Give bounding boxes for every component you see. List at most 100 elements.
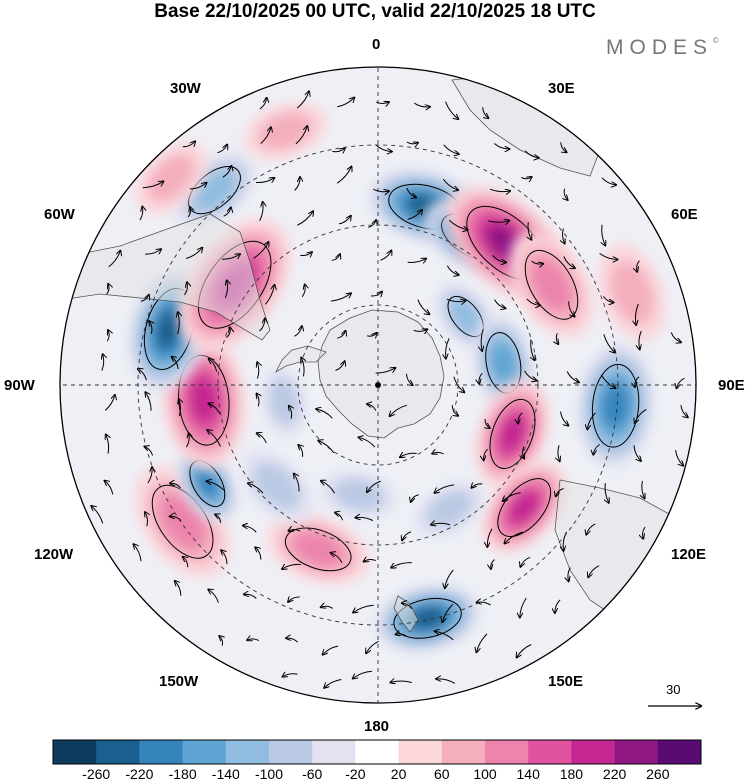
wind-vector-arrow [255, 178, 274, 183]
wind-vector-arrow [524, 370, 537, 381]
wind-vector-arrow [337, 98, 354, 108]
wind-vector-arrow [407, 259, 427, 263]
wind-vector-arrow [106, 284, 109, 295]
wind-vector-arrow [587, 412, 596, 429]
anomaly-contour-band [490, 342, 517, 383]
anomaly-contour-band [450, 299, 482, 334]
wind-vector-arrow [294, 326, 302, 337]
colorbar-tick-label: -140 [211, 766, 240, 782]
wind-vector-arrow [207, 430, 221, 447]
wind-vector-arrow [300, 252, 312, 255]
wind-vector-arrow [226, 328, 230, 338]
wind-vector-arrow [185, 248, 202, 259]
wind-vector-arrow [108, 251, 121, 268]
colorbar-cell [182, 740, 227, 764]
anomaly-contour-band [156, 310, 182, 348]
wind-vector-arrow [145, 249, 161, 255]
wind-vector-arrow [563, 531, 567, 551]
wind-vector-arrow [531, 339, 535, 361]
wind-vector-arrow [297, 211, 313, 226]
anomaly-field [128, 101, 666, 652]
wind-vector-arrow [321, 606, 334, 609]
colorbar-tick-label: -20 [345, 766, 366, 782]
anomaly-contour-band [189, 377, 219, 424]
wind-vector-arrow [600, 374, 615, 388]
wind-vector-arrow [523, 446, 525, 459]
colorbar-cell [571, 740, 615, 764]
wind-vector-arrow [568, 301, 575, 316]
south-america-outline [60, 213, 271, 341]
wind-vector-arrow [445, 569, 454, 588]
wind-vector-arrow [390, 404, 408, 416]
wind-vector-arrow [677, 377, 685, 388]
colorbar-cells [53, 740, 702, 764]
colorbar-cell [528, 740, 572, 764]
label-lon-90e: 90E [718, 377, 745, 394]
wind-vector-arrow [494, 299, 506, 309]
wind-vector-arrow [555, 599, 561, 613]
wind-vector-arrow [642, 480, 645, 498]
wind-vector-arrow [219, 636, 222, 646]
anomaly-region [240, 450, 313, 523]
wind-vector-arrow [528, 221, 531, 240]
wind-vector-arrow [142, 181, 164, 189]
wind-vector-arrow [179, 399, 181, 417]
wind-vector-arrow [406, 187, 416, 197]
logo-text: MODES [606, 36, 714, 59]
wind-vector-arrow [296, 91, 309, 109]
wind-vector-arrow [524, 150, 539, 158]
wind-vector-arrow [435, 631, 454, 641]
wind-vector-arrow [140, 295, 149, 302]
wind-vector-arrow [417, 299, 430, 315]
wind-vector-arrow [396, 634, 408, 637]
anomaly-contour-band [509, 491, 540, 525]
logo-mark: © [713, 36, 719, 45]
wind-vector-arrow [391, 681, 412, 683]
wind-vector-arrow [134, 544, 142, 562]
wind-vector-arrow [680, 405, 688, 417]
wind-vector-arrow [147, 467, 152, 484]
wind-vector-arrow [332, 148, 345, 151]
colorbar-tick-label: -260 [82, 766, 111, 782]
anomaly-contour-line [393, 597, 462, 639]
wind-vectors [91, 91, 688, 688]
wind-vector-arrow [257, 433, 267, 444]
wind-vector-arrow [335, 513, 344, 521]
colorbar-cell [225, 740, 270, 764]
colorbar-cell [269, 740, 313, 764]
wind-vector-arrow [183, 557, 188, 568]
anomaly-contour-band [159, 494, 206, 550]
wind-vector-arrow [222, 166, 232, 178]
wind-vector-arrow [588, 565, 600, 578]
wind-vector-arrow [477, 633, 488, 652]
wind-vector-arrow [144, 447, 154, 456]
wind-vector-arrow [566, 371, 579, 383]
wind-vector-arrow [298, 445, 302, 457]
wind-vector-arrow [366, 640, 379, 653]
wind-vector-arrow [337, 331, 345, 339]
wind-vector-arrow [560, 142, 567, 152]
wind-vector-arrow [295, 126, 307, 145]
wind-vector-arrow [359, 437, 376, 448]
latitude-circle-70s [297, 304, 459, 466]
wind-vector-arrow [477, 602, 491, 606]
wind-vector-arrow [106, 330, 109, 342]
wind-vector-arrow [432, 452, 444, 454]
wind-vector-arrow [259, 202, 263, 222]
wind-vector-arrow [255, 547, 262, 560]
graticule [60, 67, 696, 703]
wind-vector-arrow [436, 679, 456, 684]
wind-vector-arrow [494, 143, 509, 150]
wind-vector-arrow [560, 411, 569, 426]
wind-vector-arrow [366, 333, 377, 336]
wind-vector-arrow [286, 638, 299, 643]
colorbar-cell [485, 740, 529, 764]
wind-vector-arrow [259, 98, 267, 110]
wind-vector-arrow [221, 550, 228, 565]
wind-vector-arrow [209, 404, 221, 415]
map-boundary [59, 66, 697, 704]
wind-vector-arrow [355, 517, 374, 522]
anomaly-contour-band [609, 260, 655, 325]
anomaly-contour-line [591, 364, 640, 448]
